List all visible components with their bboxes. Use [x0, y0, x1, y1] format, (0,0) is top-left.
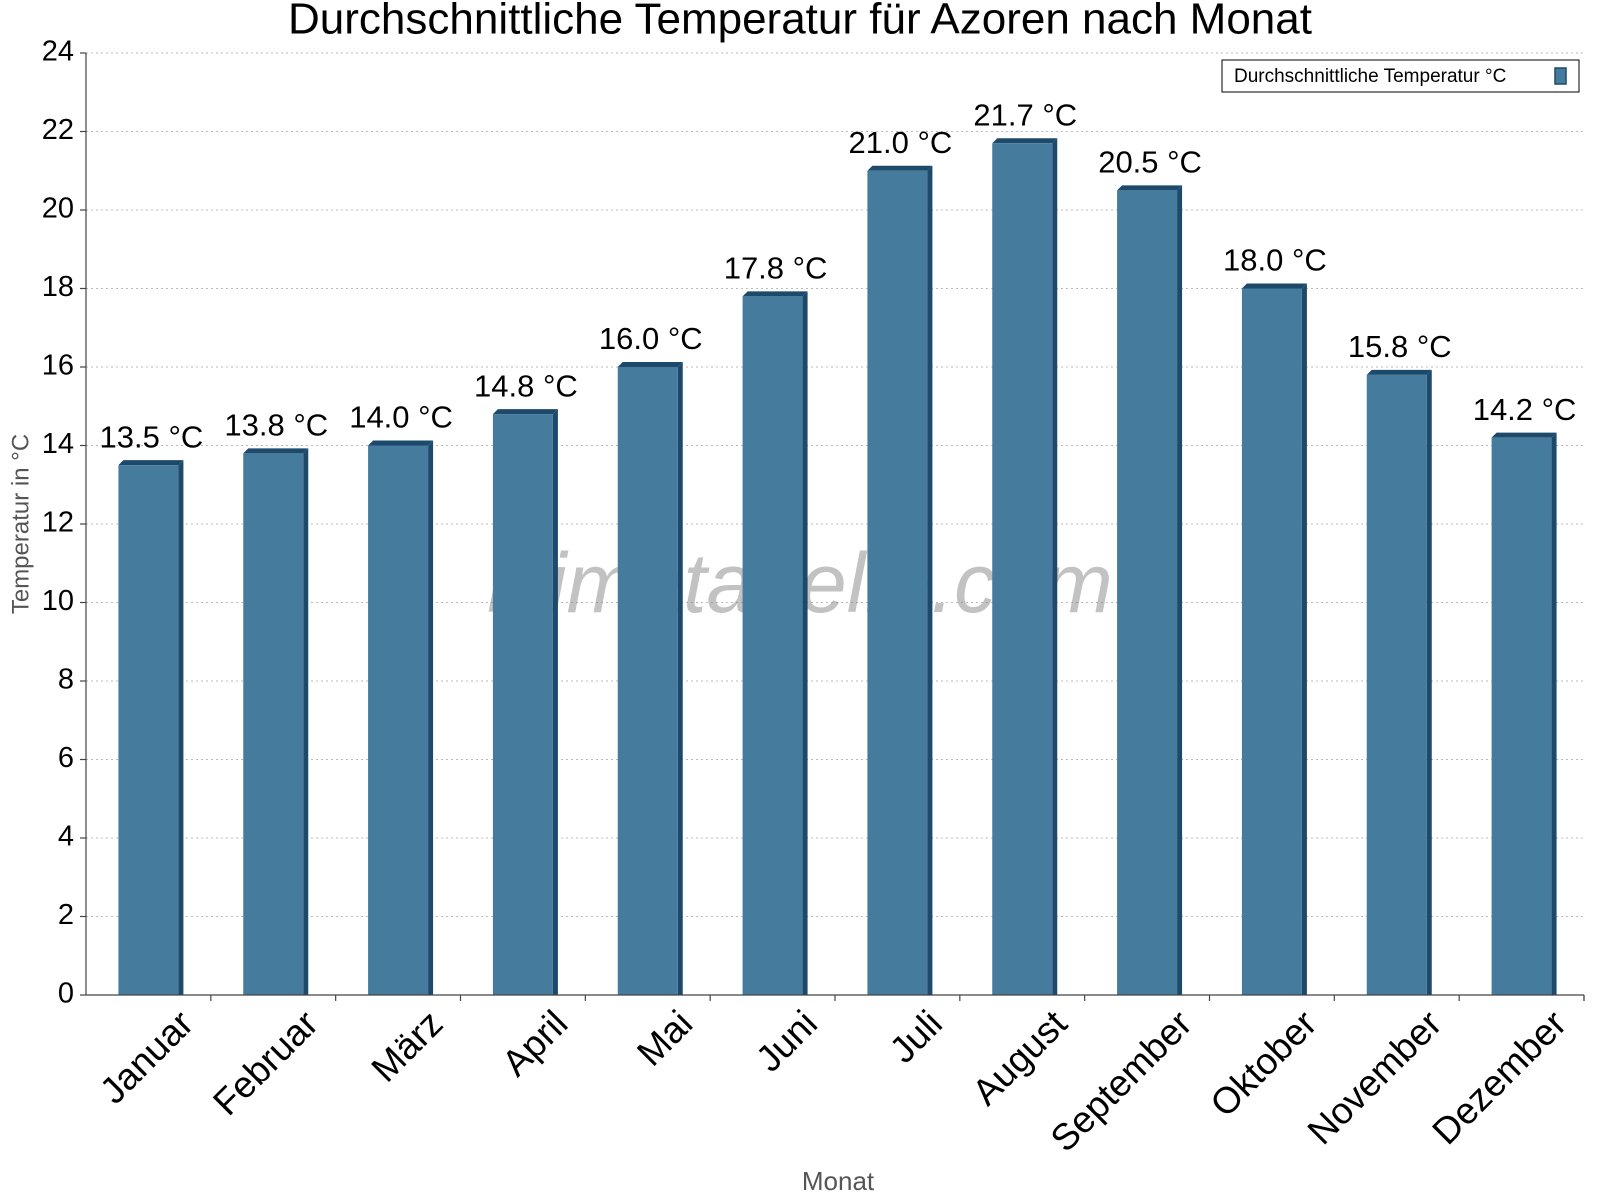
y-tick-label: 16: [42, 350, 74, 382]
legend-swatch: [1554, 67, 1567, 85]
bar-top: [492, 409, 558, 415]
y-tick-label: 4: [58, 821, 74, 853]
y-tick-label: 0: [58, 978, 74, 1010]
data-label: 14.0 °C: [349, 400, 453, 435]
bar-top: [867, 165, 933, 171]
y-tick-label: 10: [42, 585, 74, 617]
data-label: 20.5 °C: [1098, 145, 1202, 180]
y-tick-label: 18: [42, 271, 74, 303]
x-tick-label: Mai: [629, 1003, 700, 1074]
x-tick-label: Juni: [748, 1003, 825, 1080]
bar-top: [992, 138, 1058, 144]
bar: [617, 367, 678, 995]
legend-box: [1221, 59, 1580, 93]
y-tick-label: 24: [42, 36, 74, 68]
bar-side: [1551, 432, 1557, 995]
bar-top: [1491, 432, 1557, 438]
bar-top: [1117, 185, 1183, 191]
y-tick-label: 20: [42, 193, 74, 225]
bar-side: [1426, 369, 1432, 996]
bar-side: [927, 165, 933, 995]
data-label: 13.5 °C: [100, 419, 204, 454]
bar-top: [118, 460, 184, 466]
x-tick-label: Februar: [205, 1003, 326, 1124]
bar: [243, 453, 304, 996]
bar-side: [1052, 138, 1058, 995]
x-tick-label: Dezember: [1424, 1003, 1574, 1153]
y-tick-label: 14: [42, 428, 74, 460]
bar-top: [1366, 369, 1432, 375]
x-tick-label: Juli: [882, 1003, 950, 1071]
bar-side: [552, 409, 558, 996]
bar-side: [303, 448, 309, 996]
bar-side: [677, 362, 683, 995]
x-tick-label: Oktober: [1202, 1003, 1324, 1125]
bar-side: [428, 440, 434, 995]
bar: [1117, 190, 1178, 995]
bar: [867, 170, 928, 995]
data-label: 17.8 °C: [724, 251, 828, 286]
bar-side: [178, 460, 184, 995]
data-label: 13.8 °C: [224, 408, 328, 443]
data-label: 21.7 °C: [973, 97, 1077, 132]
bar-top: [742, 291, 808, 297]
data-label: 16.0 °C: [599, 321, 703, 356]
bar-side: [802, 291, 808, 996]
y-tick-label: 6: [58, 742, 74, 774]
legend: Durchschnittliche Temperatur °C: [1221, 59, 1580, 93]
x-tick-label: Januar: [92, 1003, 201, 1112]
x-tick-label: März: [364, 1003, 451, 1090]
legend-label: Durchschnittliche Temperatur °C: [1234, 66, 1506, 87]
bar-side: [1177, 185, 1183, 995]
x-tick-label: August: [964, 1002, 1075, 1113]
x-tick-label: April: [494, 1003, 575, 1084]
bar: [368, 445, 429, 995]
data-label: 14.2 °C: [1473, 392, 1577, 427]
data-label: 15.8 °C: [1348, 329, 1452, 364]
data-label: 21.0 °C: [849, 125, 953, 160]
y-tick-label: 22: [42, 114, 74, 146]
y-tick-label: 8: [58, 664, 74, 696]
data-label: 18.0 °C: [1223, 243, 1327, 278]
bar-top: [368, 440, 434, 446]
bar-side: [1301, 283, 1307, 995]
bar: [1491, 437, 1552, 995]
bar: [492, 414, 553, 996]
y-tick-label: 2: [58, 899, 74, 931]
y-axis-label: Temperatur in °C: [7, 434, 34, 614]
x-axis-label: Monat: [802, 1166, 875, 1196]
y-tick-label: 12: [42, 507, 74, 539]
bar: [1366, 374, 1427, 996]
bar-top: [1241, 283, 1307, 289]
bar: [1241, 288, 1302, 995]
x-tick-label: November: [1300, 1003, 1450, 1153]
data-label: 14.8 °C: [474, 368, 578, 403]
bar-top: [617, 362, 683, 367]
bar: [992, 143, 1053, 995]
bar: [742, 296, 803, 996]
chart-title: Durchschnittliche Temperatur für Azoren …: [288, 0, 1312, 44]
bar: [118, 465, 179, 995]
bar-top: [243, 448, 309, 454]
